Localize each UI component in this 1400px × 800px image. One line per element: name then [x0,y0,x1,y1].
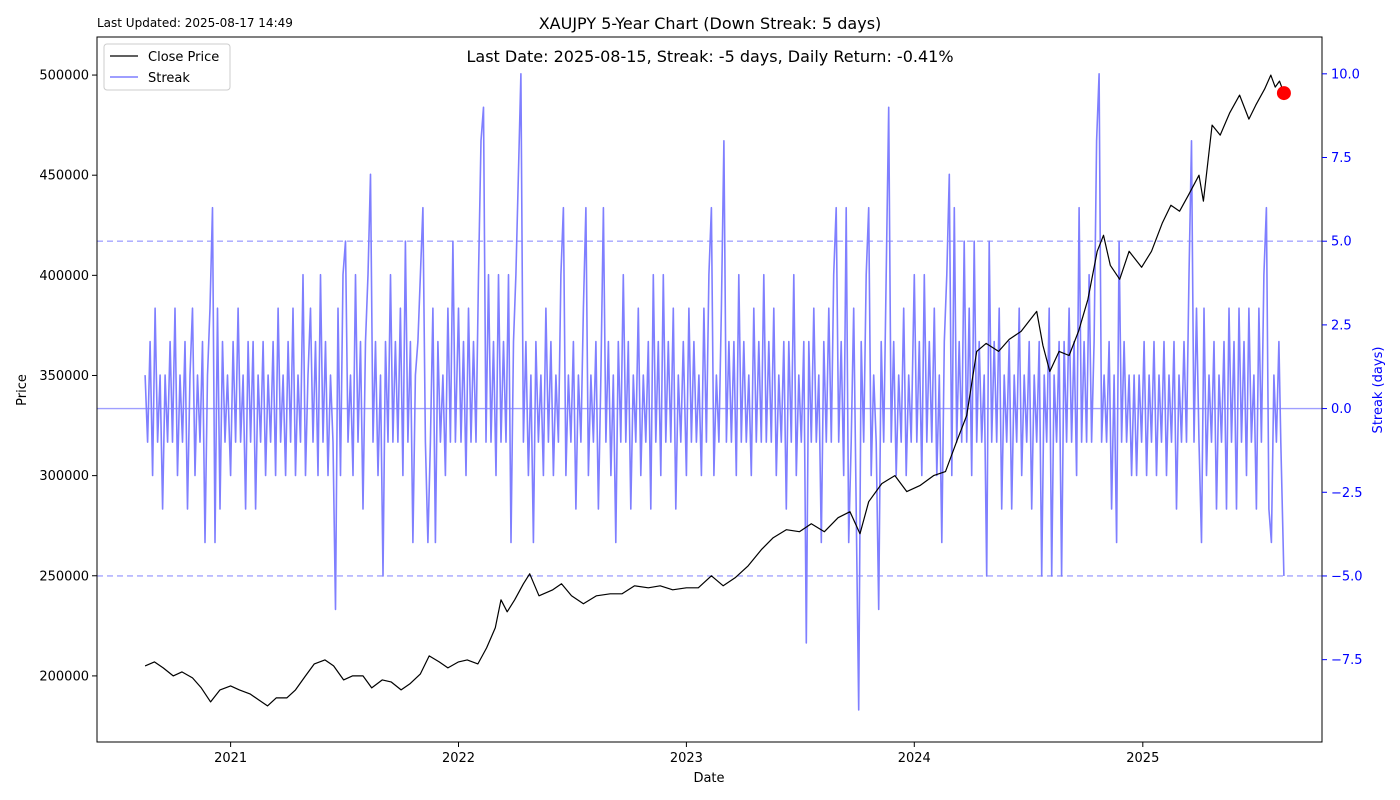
y2-tick-label: 7.5 [1331,151,1352,166]
y2-tick-label: −5.0 [1331,569,1363,584]
y2-tick-label: 10.0 [1331,67,1360,82]
y2-tick-label: −2.5 [1331,486,1363,501]
x-tick-label: 2025 [1126,751,1159,766]
y2-tick-label: 5.0 [1331,235,1352,250]
streak-line [144,73,1285,711]
y2-tick-label: 0.0 [1331,402,1352,417]
x-tick-label: 2024 [898,751,931,766]
chart-title: XAUJPY 5-Year Chart (Down Streak: 5 days… [539,14,882,33]
y2-axis-label: Streak (days) [1371,347,1386,434]
x-tick-label: 2022 [442,751,475,766]
y-tick-label: 400000 [39,269,89,284]
y-tick-label: 350000 [39,369,89,384]
last-updated-text: Last Updated: 2025-08-17 14:49 [97,16,293,30]
y2-tick-label: 2.5 [1331,318,1352,333]
legend-streak-label: Streak [148,71,190,86]
x-tick-label: 2023 [670,751,703,766]
last-close-marker [1276,86,1291,101]
y-tick-label: 200000 [39,669,89,684]
chart-annotation: Last Date: 2025-08-15, Streak: -5 days, … [466,47,953,66]
y-tick-label: 500000 [39,69,89,84]
y2-tick-label: −7.5 [1331,653,1363,668]
y2-axis-ticks: −7.5 −5.0 −2.5 0.0 2.5 5.0 7.5 10.0 [1322,67,1363,668]
legend-close-price-label: Close Price [148,50,219,65]
y-tick-label: 300000 [39,469,89,484]
x-axis-label: Date [693,771,724,786]
last-point-layer [1276,86,1291,101]
x-axis-ticks: 2021 2022 2023 2024 2025 [214,742,1159,766]
close-price-series [144,74,1285,707]
y-tick-label: 450000 [39,169,89,184]
x-tick-label: 2021 [214,751,247,766]
legend: Close Price Streak [103,43,231,91]
close-price-line [144,74,1285,707]
y-axis-ticks: 200000 250000 300000 350000 400000 450000 5000… [39,69,97,684]
y-axis-label: Price [15,374,30,406]
y-tick-label: 250000 [39,569,89,584]
plot-frame [96,36,1323,743]
streak-series [144,73,1285,711]
